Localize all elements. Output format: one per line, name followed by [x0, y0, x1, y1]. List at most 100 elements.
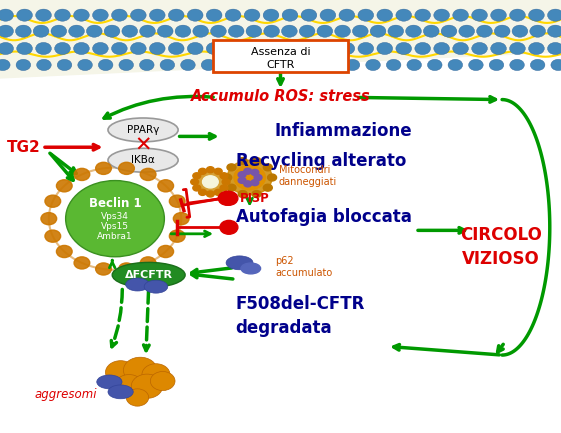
Circle shape: [227, 164, 236, 171]
Circle shape: [158, 246, 173, 258]
Circle shape: [16, 59, 31, 71]
Circle shape: [251, 180, 259, 186]
Ellipse shape: [108, 118, 178, 142]
Circle shape: [244, 168, 252, 174]
Circle shape: [301, 42, 317, 55]
Circle shape: [201, 59, 216, 71]
Circle shape: [222, 179, 230, 185]
Circle shape: [491, 42, 507, 55]
Circle shape: [238, 178, 246, 184]
Circle shape: [407, 59, 421, 71]
Circle shape: [73, 9, 89, 21]
Circle shape: [131, 9, 146, 21]
Text: ✕: ✕: [134, 135, 152, 155]
Circle shape: [220, 220, 238, 234]
Circle shape: [158, 180, 173, 192]
Circle shape: [169, 195, 185, 207]
Circle shape: [345, 59, 360, 71]
Text: p62
accumulato: p62 accumulato: [275, 256, 332, 278]
Ellipse shape: [241, 263, 260, 274]
Text: Assenza di
CFTR: Assenza di CFTR: [251, 47, 310, 70]
Ellipse shape: [112, 262, 185, 288]
Circle shape: [175, 25, 191, 37]
Circle shape: [263, 184, 272, 191]
Circle shape: [352, 25, 368, 37]
Circle shape: [252, 191, 261, 197]
Circle shape: [472, 9, 488, 21]
Circle shape: [453, 42, 468, 55]
Circle shape: [339, 9, 355, 21]
Circle shape: [41, 213, 57, 225]
Ellipse shape: [144, 280, 168, 293]
Circle shape: [112, 9, 127, 21]
FancyBboxPatch shape: [213, 40, 348, 72]
Circle shape: [282, 9, 298, 21]
Circle shape: [206, 9, 222, 21]
Circle shape: [370, 25, 386, 37]
Circle shape: [203, 176, 218, 188]
Circle shape: [448, 59, 463, 71]
Circle shape: [415, 9, 430, 21]
Ellipse shape: [97, 375, 122, 389]
Circle shape: [263, 9, 279, 21]
Circle shape: [528, 42, 544, 55]
Circle shape: [377, 42, 393, 55]
Circle shape: [112, 42, 127, 55]
Circle shape: [119, 59, 134, 71]
Circle shape: [168, 42, 184, 55]
Circle shape: [73, 42, 89, 55]
Circle shape: [263, 164, 272, 171]
Ellipse shape: [226, 256, 253, 270]
Text: Ambra1: Ambra1: [97, 232, 133, 241]
Circle shape: [244, 9, 260, 21]
Circle shape: [358, 9, 374, 21]
Text: Vps34: Vps34: [101, 212, 129, 221]
Circle shape: [226, 42, 241, 55]
Circle shape: [304, 59, 319, 71]
Circle shape: [168, 9, 184, 21]
Circle shape: [86, 25, 102, 37]
Circle shape: [358, 42, 374, 55]
Circle shape: [0, 59, 10, 71]
Circle shape: [238, 191, 247, 197]
Circle shape: [93, 9, 108, 21]
Circle shape: [0, 25, 13, 37]
Circle shape: [16, 25, 31, 37]
Circle shape: [36, 59, 51, 71]
Text: F508del-CFTR
degradata: F508del-CFTR degradata: [236, 295, 365, 337]
Circle shape: [0, 42, 13, 55]
Circle shape: [234, 165, 265, 190]
Circle shape: [98, 59, 113, 71]
Circle shape: [187, 9, 203, 21]
Circle shape: [377, 9, 393, 21]
Circle shape: [320, 42, 335, 55]
Circle shape: [131, 374, 163, 398]
Circle shape: [57, 59, 72, 71]
Circle shape: [339, 42, 355, 55]
Circle shape: [472, 42, 488, 55]
Circle shape: [548, 42, 561, 55]
Circle shape: [494, 25, 510, 37]
Text: Beclin 1: Beclin 1: [89, 197, 141, 210]
Circle shape: [335, 25, 351, 37]
Text: Autofagia bloccata: Autofagia bloccata: [236, 207, 412, 226]
Circle shape: [36, 42, 52, 55]
Circle shape: [264, 25, 279, 37]
Text: PI3P: PI3P: [240, 192, 270, 205]
Text: Infiammazione: Infiammazione: [275, 122, 412, 140]
Circle shape: [193, 173, 201, 179]
Circle shape: [199, 168, 206, 174]
Text: Vps15: Vps15: [101, 222, 129, 231]
Circle shape: [105, 361, 136, 384]
Circle shape: [193, 25, 209, 37]
Circle shape: [548, 9, 561, 21]
Circle shape: [45, 230, 61, 242]
Circle shape: [187, 42, 203, 55]
Circle shape: [396, 9, 412, 21]
Circle shape: [427, 59, 442, 71]
Circle shape: [158, 25, 173, 37]
Text: Mitocondri
danneggiati: Mitocondri danneggiati: [279, 165, 337, 187]
Circle shape: [238, 158, 247, 165]
Text: TG2: TG2: [7, 140, 40, 155]
Circle shape: [489, 59, 504, 71]
